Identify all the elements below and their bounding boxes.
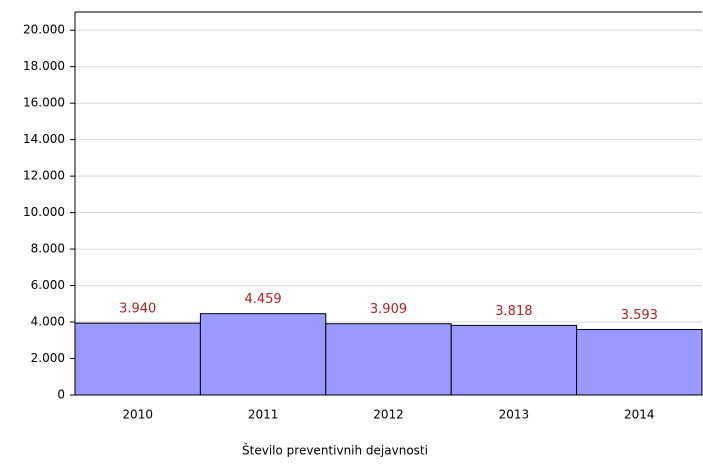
x-tick-label: 2012	[373, 408, 404, 422]
x-tick-label: 2011	[248, 408, 279, 422]
bar	[576, 328, 703, 396]
y-tick-label: 12.000	[23, 169, 65, 183]
data-label: 3.909	[370, 302, 407, 317]
y-tick-label: 2.000	[31, 351, 65, 365]
y-tick-label: 10.000	[23, 205, 65, 219]
y-tick-label: 18.000	[23, 59, 65, 73]
bar	[325, 323, 452, 396]
data-label: 3.940	[119, 302, 156, 317]
x-tick-label: 2013	[499, 408, 530, 422]
data-label: 3.818	[495, 304, 532, 319]
y-tick-label: 20.000	[23, 23, 65, 37]
y-tick-label: 16.000	[23, 96, 65, 110]
y-tick-label: 4.000	[31, 315, 65, 329]
y-tick-label: 8.000	[31, 242, 65, 256]
y-tick-label: 6.000	[31, 278, 65, 292]
x-tick-label: 2014	[624, 408, 655, 422]
bar	[199, 313, 327, 396]
x-axis-label: Število preventivnih dejavnosti	[242, 443, 428, 458]
data-label: 4.459	[244, 292, 281, 307]
bar	[74, 322, 201, 396]
y-tick-label: 14.000	[23, 132, 65, 146]
data-label: 3.593	[621, 308, 658, 323]
y-tick-label: 0	[57, 388, 65, 402]
bar	[450, 324, 578, 396]
x-tick-label: 2010	[122, 408, 153, 422]
